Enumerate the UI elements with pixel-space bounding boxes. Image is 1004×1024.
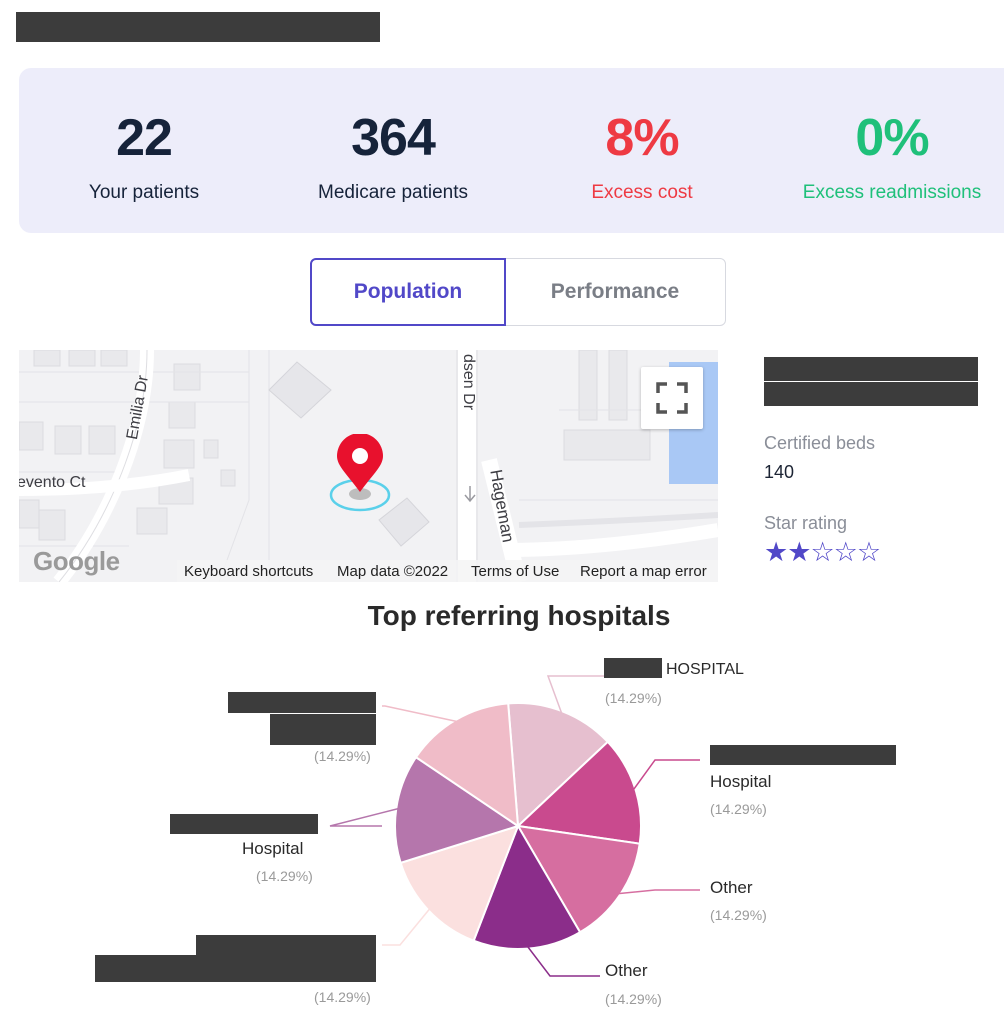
slice-leader-line: [546, 675, 604, 714]
star-filled-icon: ★: [764, 537, 788, 567]
slice-percent: (14.29%): [314, 989, 371, 1005]
stat-value: 8%: [605, 109, 679, 167]
chart-title: Top referring hospitals: [367, 600, 671, 631]
slice-percent: (14.29%): [256, 868, 313, 884]
redacted-hospital-name: [170, 814, 318, 834]
slice-percent: (14.29%): [605, 690, 662, 706]
stats-banner: 22 Your patients 364 Medicare patients 8…: [19, 68, 1004, 233]
slice-percent: (14.29%): [710, 801, 767, 817]
slice-leader-line: [527, 946, 600, 977]
star-rating: ★★☆☆☆: [764, 537, 881, 568]
location-map[interactable]: Emilia Dr dsen Dr Hageman evento Ct Goog…: [19, 350, 718, 582]
slice-leader-line: [618, 889, 700, 895]
redacted-hospital-name: [196, 935, 376, 955]
redacted-page-title: [16, 12, 380, 42]
redacted-hospital-name: [270, 714, 376, 745]
pie-slice[interactable]: [516, 824, 641, 934]
map-footer: Keyboard shortcuts Map data ©2022 Terms …: [177, 560, 718, 582]
pie-slice[interactable]: [394, 755, 521, 865]
redacted-hospital-name: [604, 658, 662, 678]
slice-percent: (14.29%): [710, 907, 767, 923]
google-logo: Google: [33, 546, 120, 576]
street-label: evento Ct: [19, 474, 86, 491]
pie-slice[interactable]: [515, 740, 642, 845]
pie-slice[interactable]: [507, 702, 610, 829]
pie-slice[interactable]: [472, 823, 582, 950]
slice-label: Other: [605, 961, 648, 980]
view-toggle: Population Performance: [310, 258, 726, 326]
slice-percent: (14.29%): [605, 991, 662, 1007]
stat-label: Excess cost: [591, 182, 693, 203]
fullscreen-icon: [656, 382, 688, 414]
slice-label: Other: [710, 878, 753, 897]
report-map-error-link[interactable]: Report a map error: [580, 563, 707, 580]
redacted-hospital-name: [710, 745, 896, 765]
star-rating-label: Star rating: [764, 513, 848, 533]
redacted-hospital-name: [95, 955, 376, 982]
certified-beds-label: Certified beds: [764, 433, 876, 453]
stat-value: 0%: [855, 109, 929, 167]
slice-leader-line: [632, 759, 700, 791]
redacted-hospital-name: [228, 692, 376, 713]
stat-label: Excess readmissions: [802, 182, 982, 203]
referring-hospitals-pie-chart: [329, 675, 700, 977]
pie-slice[interactable]: [414, 702, 520, 828]
tab-population[interactable]: Population: [310, 258, 506, 326]
slice-percent: (14.29%): [314, 748, 371, 764]
certified-beds-value: 140: [764, 462, 795, 482]
redacted-facility-name: [764, 357, 978, 381]
stat-label: Medicare patients: [318, 182, 468, 203]
redacted-facility-name: [764, 382, 978, 406]
slice-leader-line: [329, 807, 399, 827]
slice-leader-line: [382, 908, 431, 946]
star-empty-icon: ☆: [856, 537, 881, 567]
location-pin-icon[interactable]: [329, 434, 393, 514]
stat-value: 364: [351, 109, 436, 167]
tab-performance[interactable]: Performance: [504, 258, 726, 326]
stat-value: 22: [116, 109, 173, 167]
street-label: dsen Dr: [460, 354, 477, 411]
slice-leader-line: [382, 705, 458, 723]
terms-of-use-link[interactable]: Terms of Use: [471, 563, 560, 580]
fullscreen-button[interactable]: [641, 367, 703, 429]
keyboard-shortcuts-link[interactable]: Keyboard shortcuts: [184, 563, 314, 580]
stat-label: Your patients: [88, 182, 200, 203]
star-filled-icon: ★: [787, 537, 811, 567]
slice-label: HOSPITAL: [666, 661, 744, 678]
slice-label: Hospital: [242, 839, 304, 858]
map-data-text: Map data ©2022: [337, 563, 449, 580]
star-empty-icon: ☆: [810, 537, 834, 567]
slice-label: Hospital: [710, 772, 772, 791]
star-empty-icon: ☆: [833, 537, 858, 567]
